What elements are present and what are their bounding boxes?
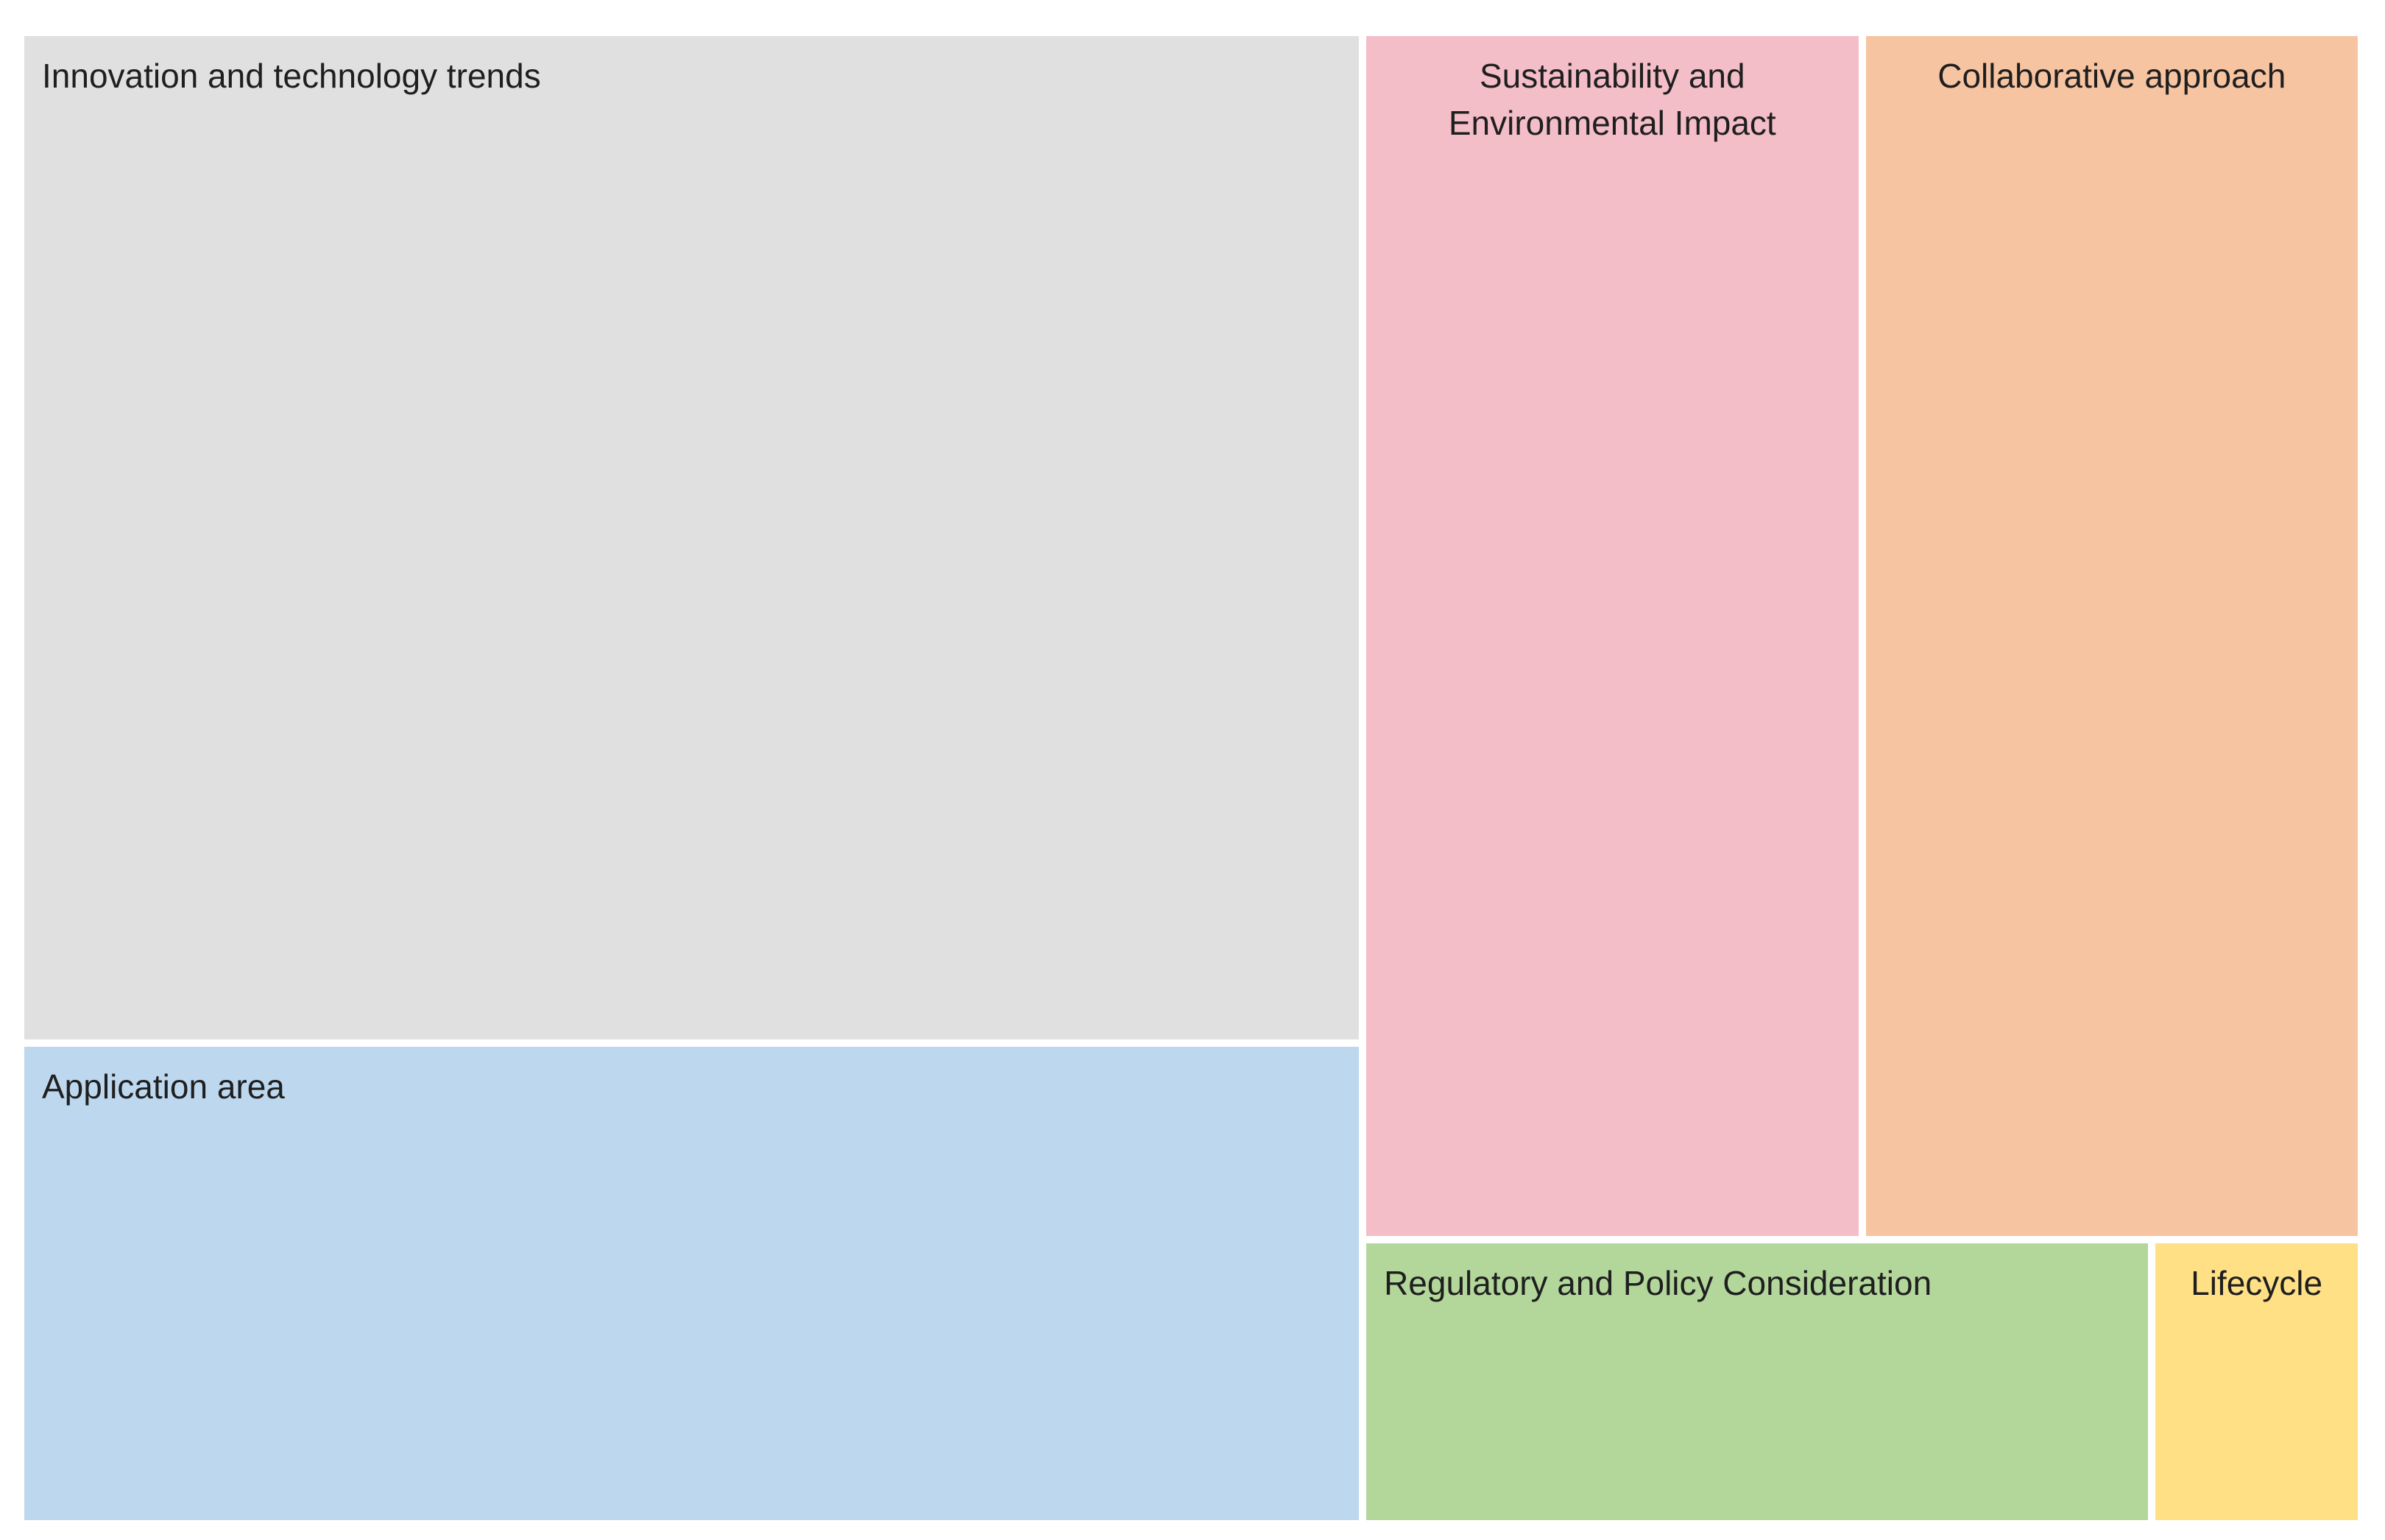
tile-label-collaborative-approach: Collaborative approach: [1937, 57, 2286, 95]
tile-application-area: Application area: [24, 1047, 1360, 1520]
tile-label-regulatory-and-policy-consideration: Regulatory and Policy Consideration: [1384, 1263, 1932, 1302]
tile-regulatory-and-policy-consideration: Regulatory and Policy Consideration: [1366, 1243, 2149, 1520]
tile-sustainability-and-environmental-impact: Sustainability and Environmental Impact: [1366, 36, 1859, 1236]
tile-label-innovation-and-technology-trends: Innovation and technology trends: [42, 57, 541, 95]
tile-innovation-and-technology-trends: Innovation and technology trends: [24, 36, 1360, 1040]
tile-lifecycle: Lifecycle: [2155, 1243, 2358, 1520]
tile-collaborative-approach: Collaborative approach: [1865, 36, 2358, 1236]
tile-label-lifecycle: Lifecycle: [2191, 1263, 2323, 1302]
tile-label-sustainability-and-environmental-impact: Sustainability and Environmental Impact: [1448, 57, 1776, 142]
tile-label-application-area: Application area: [42, 1067, 285, 1106]
